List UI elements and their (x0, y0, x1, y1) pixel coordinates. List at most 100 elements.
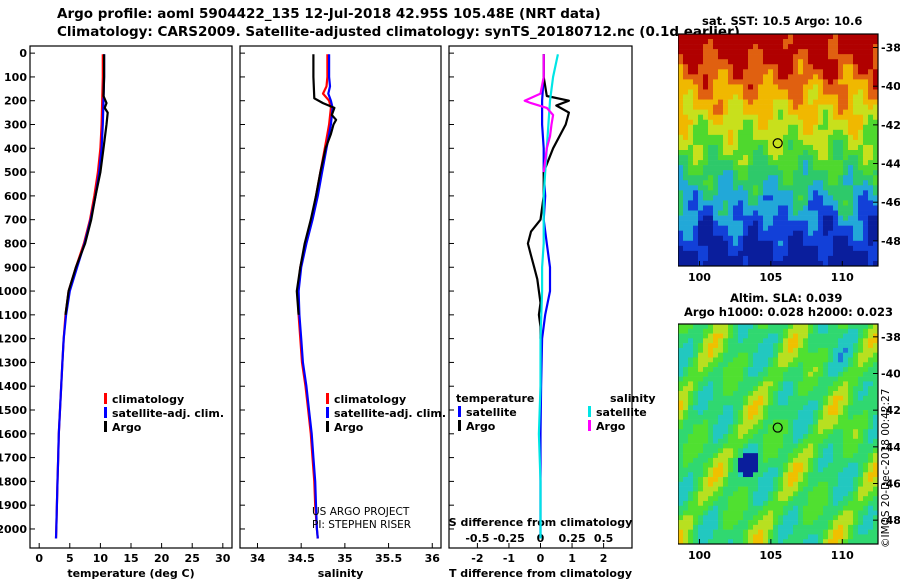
map-cell (823, 343, 829, 349)
map-cell (803, 390, 809, 397)
map-cell (833, 510, 839, 516)
map-cell (783, 129, 789, 136)
map-cell (773, 230, 779, 237)
map-cell (873, 347, 879, 353)
map-cell (693, 195, 699, 201)
map-cell (813, 539, 819, 545)
map-cell (738, 462, 744, 468)
map-cell (733, 245, 739, 252)
map-cell (708, 230, 714, 237)
map-cell (733, 99, 739, 105)
map-cell (723, 64, 729, 70)
map-cell (798, 180, 804, 186)
map-cell (733, 200, 739, 206)
map-cell (803, 410, 809, 416)
map-cell (813, 230, 819, 237)
lon-tick-label: 110 (831, 549, 854, 562)
map-cell (753, 44, 759, 50)
map-cell (813, 357, 819, 363)
map-cell (813, 155, 819, 161)
map-cell (793, 405, 799, 411)
map-cell (863, 371, 869, 377)
map-cell (868, 505, 874, 511)
map-cell (768, 200, 774, 206)
map-cell (803, 486, 809, 492)
map-cell (713, 453, 719, 459)
map-cell (833, 260, 839, 267)
map-cell (703, 448, 709, 454)
map-cell (788, 486, 794, 492)
map-cell (738, 481, 744, 487)
map-cell (853, 505, 859, 511)
map-cell (723, 139, 729, 146)
map-cell (833, 205, 839, 211)
map-cell (818, 139, 824, 146)
map-cell (693, 324, 699, 330)
map-cell (738, 220, 744, 226)
map-cell (858, 150, 864, 156)
map-cell (738, 39, 744, 45)
map-cell (838, 129, 844, 136)
map-cell (798, 438, 804, 444)
map-cell (843, 240, 849, 247)
map-cell (763, 338, 769, 344)
map-cell (708, 150, 714, 156)
map-cell (718, 410, 724, 416)
map-cell (788, 150, 794, 156)
map-cell (823, 347, 829, 353)
map-cell (743, 338, 749, 344)
map-cell (798, 496, 804, 502)
map-cell (703, 94, 709, 100)
map-cell (678, 89, 684, 95)
map-cell (843, 190, 849, 196)
x-tick-label: -2 (471, 552, 483, 565)
map-cell (693, 185, 699, 191)
map-cell (728, 155, 734, 161)
map-cell (843, 324, 849, 330)
map-cell (823, 250, 829, 257)
map-cell (803, 467, 809, 473)
map-cell (823, 225, 829, 231)
map-cell (773, 524, 779, 530)
imos-credit: ©IMOS 20-Dec-2018 00:42:27 (880, 388, 892, 548)
map-cell (733, 114, 739, 121)
map-cell (793, 89, 799, 95)
map-cell (763, 414, 769, 420)
map-cell (728, 59, 734, 65)
map-cell (813, 124, 819, 131)
map-cell (778, 338, 784, 344)
map-cell (833, 362, 839, 368)
map-cell (838, 255, 844, 262)
map-cell (758, 347, 764, 353)
map-cell (863, 165, 869, 171)
map-cell (713, 324, 719, 330)
map-cell (823, 44, 829, 50)
map-cell (783, 448, 789, 454)
map-cell (678, 338, 684, 344)
map-cell (823, 109, 829, 115)
map-cell (828, 165, 834, 171)
map-cell (843, 472, 849, 478)
map-cell (698, 410, 704, 416)
map-cell (758, 477, 764, 483)
map-cell (703, 225, 709, 231)
map-cell (703, 104, 709, 110)
map-cell (773, 190, 779, 196)
map-cell (783, 109, 789, 115)
map-cell (818, 453, 824, 459)
map-cell (778, 381, 784, 387)
map-cell (758, 467, 764, 473)
map-cell (808, 180, 814, 186)
map-cell (838, 324, 844, 330)
map-cell (748, 434, 754, 440)
map-cell (748, 486, 754, 492)
map-cell (868, 496, 874, 502)
map-cell (748, 190, 754, 196)
map-cell (763, 429, 769, 435)
map-cell (818, 79, 824, 85)
map-cell (738, 367, 744, 373)
map-cell (698, 381, 704, 387)
map-cell (793, 500, 799, 507)
map-cell (803, 150, 809, 156)
map-cell (718, 400, 724, 406)
